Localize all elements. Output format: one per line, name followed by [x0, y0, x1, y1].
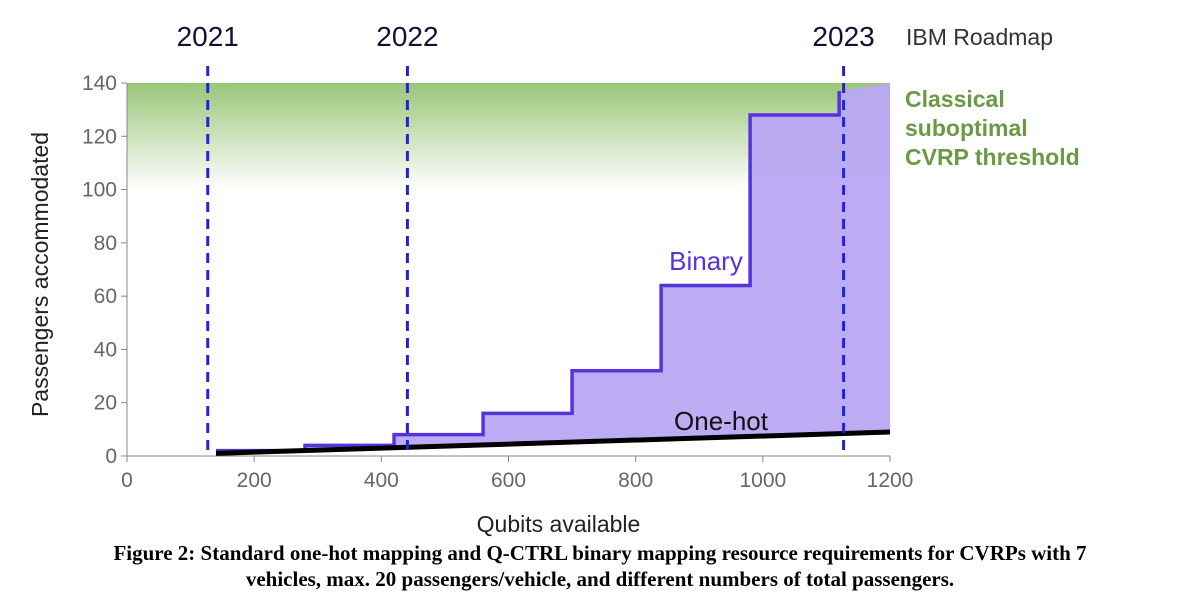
binary-series-label: Binary: [669, 246, 743, 276]
binary-area: [216, 83, 890, 454]
x-tick-label: 0: [121, 469, 133, 492]
x-tick-label: 1200: [867, 469, 914, 492]
y-tick-label: 80: [94, 232, 117, 255]
x-tick-label: 600: [491, 469, 526, 492]
x-tick-label: 800: [618, 469, 653, 492]
onehot-line: [215, 429, 891, 456]
classical-threshold-label-line: CVRP threshold: [905, 144, 1080, 170]
classical-threshold-label-line: suboptimal: [905, 115, 1028, 141]
y-axis-label: Passengers accommodated: [27, 132, 53, 417]
classical-threshold-label-line: Classical: [905, 86, 1005, 112]
x-axis-label: Qubits available: [477, 511, 641, 537]
y-tick-label: 60: [94, 285, 117, 308]
roadmap-year-2022: 2022: [376, 21, 438, 52]
y-tick-label: 0: [105, 445, 117, 468]
onehot-series-label: One-hot: [674, 406, 769, 436]
caption-line-1: Figure 2: Standard one-hot mapping and Q…: [113, 541, 1087, 565]
figure-caption: Figure 2: Standard one-hot mapping and Q…: [0, 540, 1200, 592]
y-tick-label: 40: [94, 338, 117, 361]
y-tick-label: 100: [82, 179, 117, 202]
roadmap-label: IBM Roadmap: [906, 24, 1053, 50]
roadmap-year-2021: 2021: [177, 21, 239, 52]
y-tick-label: 140: [82, 72, 117, 95]
x-tick-label: 400: [364, 469, 399, 492]
y-tick-label: 20: [94, 392, 117, 415]
binary-line: [216, 90, 841, 453]
caption-line-2: vehicles, max. 20 passengers/vehicle, an…: [245, 567, 955, 591]
y-tick-label: 120: [82, 125, 117, 148]
x-tick-label: 200: [237, 469, 272, 492]
roadmap-year-2023: 2023: [812, 21, 874, 52]
x-tick-label: 1000: [739, 469, 786, 492]
